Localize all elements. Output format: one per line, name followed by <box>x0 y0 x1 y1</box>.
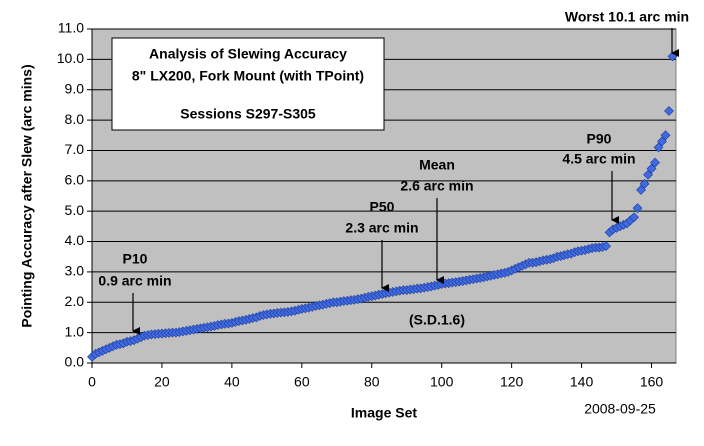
point <box>636 185 646 195</box>
point <box>664 106 674 116</box>
y-tick-label: 1.0 <box>65 323 85 339</box>
point <box>643 169 653 180</box>
x-tick-label: 60 <box>294 374 310 390</box>
y-axis-label: Pointing Accuracy after Slew (arc mins) <box>19 64 35 327</box>
x-tick-label: 160 <box>640 374 664 390</box>
y-tick-label: 0.0 <box>65 354 85 370</box>
annotation: P10 <box>123 251 148 267</box>
point <box>639 178 650 189</box>
point <box>653 142 664 153</box>
annotation: Mean <box>419 157 455 173</box>
annotation: (S.D.1.6) <box>409 312 465 328</box>
y-tick-label: 9.0 <box>65 80 85 96</box>
y-tick-label: 6.0 <box>65 172 85 188</box>
chart-title: Sessions S297-S305 <box>180 106 316 122</box>
y-tick-label: 2.0 <box>65 293 85 309</box>
point <box>629 212 639 223</box>
annotation: P50 <box>370 199 395 215</box>
y-tick-label: 4.0 <box>65 232 85 248</box>
x-tick-label: 140 <box>570 374 594 390</box>
point <box>646 163 657 174</box>
point <box>601 241 611 252</box>
annotation: P90 <box>587 131 612 147</box>
y-tick-label: 3.0 <box>65 263 85 279</box>
chart-title: 8" LX200, Fork Mount (with TPoint) <box>132 68 364 84</box>
annotation: 0.9 arc min <box>98 273 171 289</box>
point <box>657 136 667 147</box>
y-tick-label: 7.0 <box>65 141 85 157</box>
annotation: 4.5 arc min <box>562 151 635 167</box>
annotation: 2008-09-25 <box>584 401 656 417</box>
x-tick-label: 40 <box>224 374 240 390</box>
point <box>632 203 643 214</box>
x-tick-label: 20 <box>154 374 170 390</box>
annotation: 2.3 arc min <box>345 220 418 236</box>
point <box>650 157 660 168</box>
annotation: 2.6 arc min <box>400 178 473 194</box>
annotation: Worst 10.1 arc min <box>565 9 689 25</box>
x-tick-label: 0 <box>88 374 96 390</box>
y-tick-label: 8.0 <box>65 111 85 127</box>
x-tick-label: 80 <box>364 374 380 390</box>
title-box <box>111 37 385 131</box>
chart-title: Analysis of Slewing Accuracy <box>149 46 347 62</box>
y-tick-label: 11.0 <box>58 20 84 36</box>
y-tick-label: 5.0 <box>65 202 85 218</box>
y-tick-label: 10.0 <box>57 50 84 66</box>
x-tick-label: 120 <box>500 374 524 390</box>
point <box>660 130 671 141</box>
x-axis-label: Image Set <box>351 405 417 421</box>
x-tick-label: 100 <box>430 374 454 390</box>
